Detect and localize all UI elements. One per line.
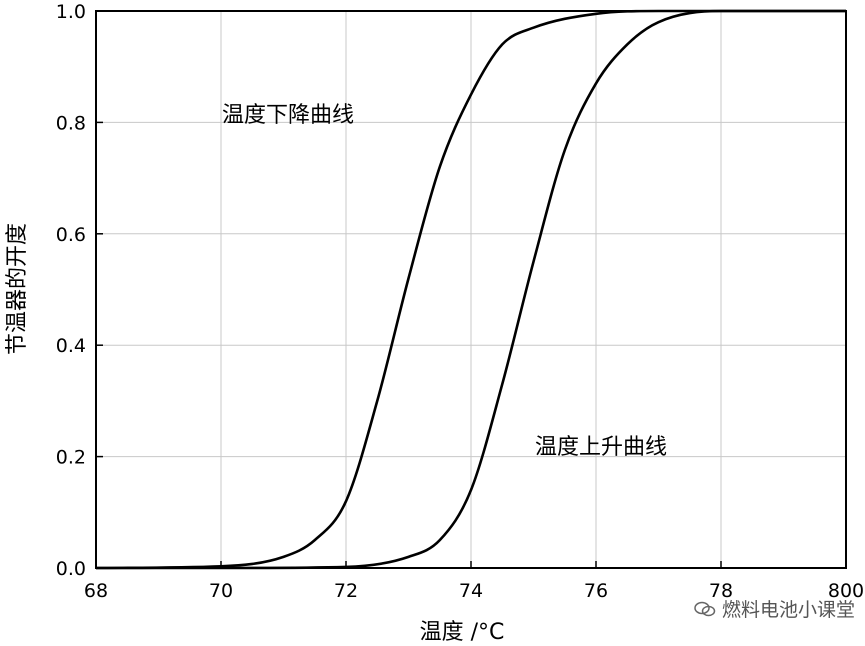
x-tick-label-6: 800: [828, 580, 864, 602]
y-axis-label: 节温器的开度: [5, 223, 30, 355]
x-tick-label-0: 68: [84, 580, 108, 602]
y-tick-label-4: 0.8: [56, 112, 86, 134]
y-tick-label-3: 0.6: [56, 224, 86, 246]
annotation-decreasing-curve: 温度下降曲线: [222, 103, 354, 128]
y-tick-label-1: 0.2: [56, 447, 86, 469]
ticks: 68 70 72 74 76 78 800 0.0 0.2 0.4 0.6 0.8 1.0: [56, 1, 864, 602]
wechat-icon: [694, 601, 716, 616]
x-tick-label-2: 72: [334, 580, 358, 602]
annotation-increasing-curve: 温度上升曲线: [535, 435, 667, 460]
y-tick-label-2: 0.4: [56, 335, 86, 357]
y-tick-label-0: 0.0: [56, 558, 86, 580]
x-tick-label-4: 76: [584, 580, 608, 602]
x-axis-label: 温度 /°C: [420, 620, 505, 645]
x-tick-label-5: 78: [709, 580, 733, 602]
x-tick-label-1: 70: [209, 580, 233, 602]
watermark-text: 燃料电池小课堂: [721, 599, 855, 621]
watermark: 燃料电池小课堂: [694, 595, 855, 622]
y-tick-label-5: 1.0: [56, 1, 86, 23]
x-tick-label-3: 74: [459, 580, 483, 602]
